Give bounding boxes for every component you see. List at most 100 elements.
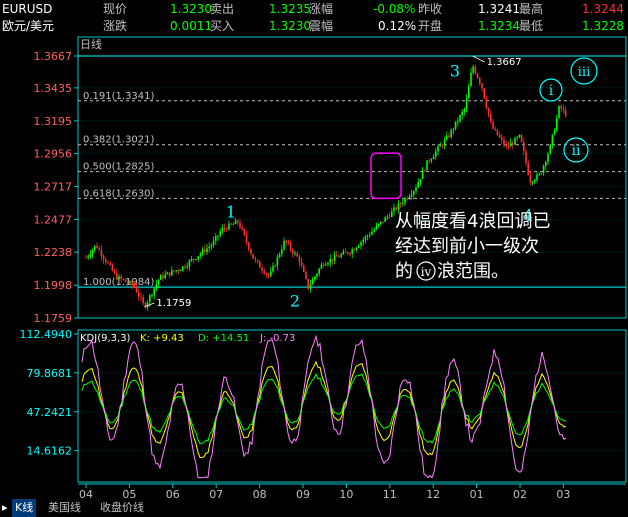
candle-body (527, 163, 529, 175)
wave-label-3: 3 (450, 62, 460, 81)
candle-body (157, 279, 160, 285)
candle-body (105, 259, 107, 263)
candle-body (483, 88, 485, 99)
prev-close-label: 昨收 (418, 2, 443, 16)
price-y-tick-label: 1.3435 (34, 82, 73, 95)
candle-body (503, 139, 505, 145)
candle-body (116, 272, 118, 280)
price-y-tick-label: 1.1998 (34, 279, 73, 292)
annotation-line-3b: 浪范围。 (437, 261, 509, 282)
candle-body (353, 249, 356, 251)
candle-body (146, 302, 149, 308)
candle-body (540, 173, 543, 175)
candle-body (307, 278, 309, 289)
candle-body (256, 260, 259, 262)
candle-body (241, 227, 243, 230)
candle-body (465, 98, 468, 109)
tab-close-line[interactable]: 收盘价线 (100, 501, 144, 514)
candle-body (113, 270, 116, 273)
candle-body (289, 243, 292, 250)
time-axis-label: 06 (166, 488, 180, 501)
prev-close-value: 1.3241 (478, 2, 520, 16)
low-extreme-label: 1.1759 (156, 298, 191, 309)
candle-body (520, 134, 523, 142)
tab-us-line[interactable]: 美国线 (48, 501, 81, 514)
candle-body (311, 279, 314, 285)
candle-body (215, 236, 217, 241)
candle-body (505, 144, 507, 146)
candle-body (501, 137, 503, 140)
time-axis-label: 01 (470, 488, 484, 501)
price-y-tick-label: 1.2717 (34, 180, 73, 193)
kdj-y-tick-label: 112.4940 (20, 328, 73, 341)
candle-body (234, 220, 237, 224)
candle-body (204, 249, 206, 253)
candle-body (377, 223, 380, 226)
candle-body (560, 106, 562, 109)
candle-body (360, 242, 362, 246)
amplitude-value: 0.12% (378, 19, 417, 33)
candle-body (498, 135, 501, 138)
candle-body (316, 273, 318, 277)
wave-i-circle (539, 78, 563, 102)
candle-body (274, 265, 276, 267)
candle-body (551, 134, 554, 145)
candle-body (362, 239, 364, 243)
candle-body (98, 248, 100, 250)
candle-body (135, 286, 138, 293)
candle-body (261, 267, 263, 271)
candle-body (336, 255, 338, 257)
candle-body (193, 259, 195, 261)
candle-body (182, 266, 184, 271)
candle-body (309, 284, 312, 289)
candle-body (94, 245, 96, 250)
candle-body (476, 73, 479, 79)
wave-label-i: i (549, 83, 554, 99)
candle-body (327, 263, 329, 265)
candle-body (406, 198, 408, 200)
candle-body (338, 256, 340, 258)
candle-body (140, 296, 142, 298)
candle-body (351, 249, 353, 254)
tab-kline[interactable]: K线 (12, 499, 37, 517)
candle-body (347, 252, 349, 254)
candle-body (474, 66, 477, 74)
candle-body (494, 128, 496, 130)
candle-body (485, 98, 488, 108)
candle-body (96, 245, 98, 249)
kdj-k-line (81, 360, 567, 459)
candle-body (298, 256, 301, 262)
high-value: 1.3244 (582, 2, 624, 16)
candle-body (232, 223, 235, 225)
sell-label: 卖出 (210, 2, 235, 16)
candle-body (239, 222, 241, 228)
candle-body (342, 251, 345, 255)
candle-body (523, 141, 525, 152)
annotation-line-1: 从幅度看4浪回调已 (395, 211, 550, 232)
candle-body (487, 107, 490, 115)
candle-body (120, 276, 122, 279)
candle-body (263, 270, 265, 274)
candle-body (281, 249, 283, 255)
wave-label-ii: ii (572, 143, 581, 159)
candle-body (265, 273, 268, 275)
candle-body (122, 278, 125, 280)
annotation-line-2: 经达到前小一级次 (395, 236, 539, 257)
candle-body (507, 145, 510, 147)
candle-body (549, 144, 551, 154)
time-axis-label: 11 (383, 488, 397, 501)
candle-body (369, 234, 371, 236)
annotation-circle-text: iv (421, 265, 432, 279)
candle-body (322, 264, 325, 266)
candle-body (267, 274, 270, 276)
candle-body (160, 275, 162, 280)
candle-body (410, 194, 413, 197)
candle-body (496, 129, 499, 136)
change-pct-value: -0.08% (373, 2, 416, 16)
time-axis-label: 09 (296, 488, 310, 501)
candle-body (558, 106, 560, 118)
candle-body (102, 256, 105, 260)
candle-body (514, 138, 516, 145)
candle-body (208, 246, 210, 249)
